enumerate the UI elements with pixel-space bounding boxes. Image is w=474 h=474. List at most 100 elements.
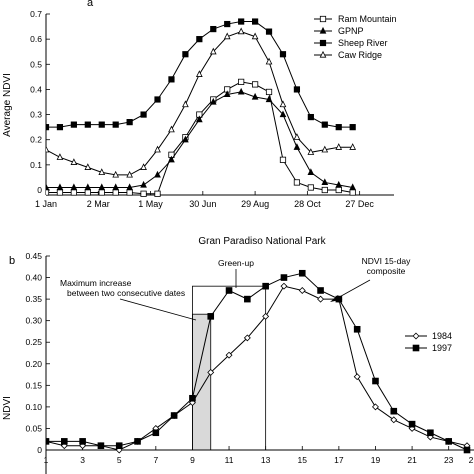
legend-marker [319,26,327,34]
data-point [265,95,273,103]
data-point [182,135,189,143]
series-1984 [46,282,471,454]
data-point [112,189,119,196]
data-point [46,124,50,131]
y-tick-label: 0.4 [30,84,42,94]
data-point [61,438,68,445]
x-tick-label: 5 [117,455,122,465]
data-point [225,287,233,294]
x-tick-label: 15 [298,455,308,465]
y-tick-label: 0.5 [30,59,42,69]
y-tick-label: 0.1 [30,160,42,170]
data-point [56,124,64,131]
data-point [225,351,233,359]
data-point [262,312,270,320]
annotation-green-up: Green-up [218,258,254,268]
data-point [293,133,301,140]
data-point [293,86,301,93]
data-point [140,163,147,170]
data-point [321,121,328,128]
y-tick-label: 0.20 [25,359,42,369]
x-tick-label: 3 [80,455,85,465]
data-point [321,145,329,153]
data-point [97,442,105,449]
data-point [349,183,357,191]
data-point [390,416,398,424]
data-point [238,18,245,25]
data-point [112,183,120,191]
data-point [84,121,91,128]
x-tick-label: 21 [407,455,417,465]
x-tick-label: 28 Oct [294,199,321,209]
panel-b-x-ticks: 1 3 5 7 9 11 13 15 17 19 21 23 2 [44,446,474,465]
data-point [279,156,287,163]
data-point [265,28,273,35]
legend-marker [412,344,420,352]
data-point [79,438,86,445]
data-point [84,189,91,196]
annotation-composite-arrowhead [330,295,340,302]
data-point [46,183,50,191]
annotation-max-increase-line-2: between two consecutive dates [67,288,185,298]
data-point [237,87,245,95]
panel-b-y-ticks: 0 0.05 0.10 0.15 0.20 0.25 0.30 0.35 0.40 0.45 [25,251,50,455]
x-tick-label: 23 [444,455,454,465]
data-point [210,25,217,33]
x-tick-label: 30 Jun [189,199,216,209]
data-point [134,438,141,445]
data-point [154,170,161,178]
data-point [307,113,314,121]
data-point [244,295,251,303]
x-tick-label: 11 [225,455,234,465]
data-point [390,407,398,415]
x-tick-label: 2 Mar [87,199,110,209]
annotation-max-increase-line-1: Maximum increase [60,278,132,288]
legend-label: Sheep River [338,38,388,48]
data-point [140,180,147,188]
data-point [280,282,288,290]
panel-b-title: Gran Paradiso National Park [198,236,326,247]
data-point [349,189,356,196]
data-point [56,189,64,196]
data-point [372,403,379,411]
x-tick-label: 1 May [138,199,163,209]
y-tick-label: 0 [37,185,42,195]
data-point [84,183,92,191]
data-point [84,163,92,170]
series-line [46,285,468,451]
data-point [56,183,64,191]
legend-marker [319,39,327,47]
data-point [427,429,434,437]
data-point [207,368,215,376]
data-point [262,282,269,290]
legend-label: Caw Ridge [338,50,382,60]
y-tick-label: 0.2 [30,135,42,145]
annotation-composite-line-1: NDVI 15-day [362,256,411,266]
x-tick-label: 29 Aug [241,199,269,209]
data-point [298,287,306,294]
data-point [335,180,343,188]
data-point [251,18,259,25]
data-point [98,183,106,191]
y-tick-label: 0.05 [25,423,42,433]
data-point [298,269,306,277]
series-line [46,91,353,188]
panel-a-y-axis-label: Average NDVI [2,73,13,137]
data-point [209,47,217,55]
data-point [126,170,133,178]
data-point [223,90,231,98]
data-point [307,148,315,155]
data-point [335,143,343,150]
data-point [70,121,77,128]
legend-label: Ram Mountain [338,14,397,24]
data-point [251,32,259,40]
panel-b-series [46,269,471,454]
panel-a-label: a [87,0,94,9]
data-point [251,81,259,88]
data-point [353,325,361,333]
y-tick-label: 0.40 [25,273,42,283]
data-point [335,124,342,131]
data-point [115,446,123,454]
x-tick-label: 1 Jan [35,199,57,209]
